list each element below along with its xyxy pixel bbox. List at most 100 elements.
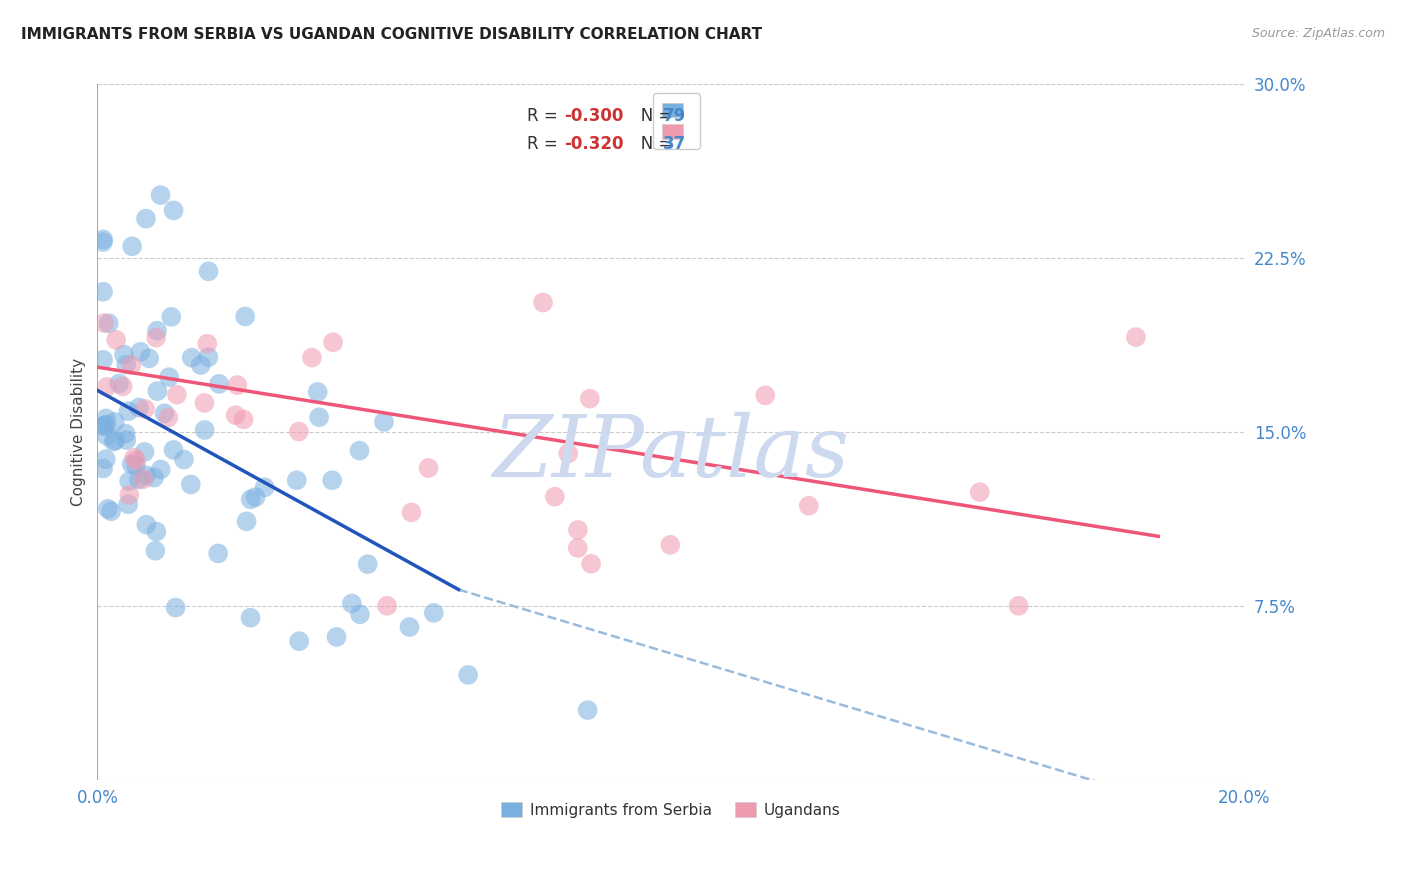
Point bbox=[125, 453, 148, 467]
Point bbox=[321, 473, 343, 487]
Point bbox=[135, 468, 157, 483]
Point bbox=[112, 347, 135, 361]
Legend: Immigrants from Serbia, Ugandans: Immigrants from Serbia, Ugandans bbox=[495, 797, 846, 824]
Point bbox=[288, 425, 311, 439]
Point bbox=[195, 336, 218, 351]
Point bbox=[121, 457, 143, 471]
Text: R =: R = bbox=[527, 107, 564, 125]
Text: R =: R = bbox=[527, 135, 564, 153]
Point bbox=[125, 458, 148, 473]
Point bbox=[969, 485, 991, 500]
Point bbox=[375, 599, 398, 613]
Point bbox=[1125, 330, 1147, 344]
Point bbox=[96, 417, 118, 432]
Point bbox=[132, 472, 155, 486]
Point bbox=[128, 401, 150, 415]
Point bbox=[114, 426, 136, 441]
Point bbox=[165, 600, 187, 615]
Point bbox=[153, 406, 176, 420]
Point bbox=[97, 316, 120, 330]
Point bbox=[245, 490, 267, 504]
Point bbox=[93, 316, 115, 330]
Point bbox=[544, 490, 567, 504]
Point bbox=[193, 396, 215, 410]
Point bbox=[659, 538, 682, 552]
Point bbox=[253, 480, 276, 494]
Point bbox=[104, 415, 127, 429]
Point bbox=[567, 523, 589, 537]
Point bbox=[233, 310, 256, 324]
Point bbox=[94, 411, 117, 425]
Point bbox=[129, 344, 152, 359]
Point bbox=[118, 474, 141, 488]
Point bbox=[226, 378, 249, 392]
Point bbox=[94, 418, 117, 433]
Point bbox=[308, 410, 330, 425]
Point bbox=[173, 452, 195, 467]
Point bbox=[149, 462, 172, 476]
Point bbox=[128, 472, 150, 486]
Point bbox=[557, 446, 579, 460]
Point bbox=[115, 433, 138, 447]
Point bbox=[103, 434, 125, 449]
Point bbox=[190, 358, 212, 372]
Point bbox=[797, 499, 820, 513]
Point bbox=[1007, 599, 1029, 613]
Text: -0.300: -0.300 bbox=[564, 107, 623, 125]
Point bbox=[100, 504, 122, 518]
Point bbox=[91, 235, 114, 249]
Point bbox=[579, 557, 602, 571]
Point bbox=[157, 370, 180, 384]
Point bbox=[349, 607, 371, 622]
Point bbox=[307, 384, 329, 399]
Point bbox=[325, 630, 347, 644]
Text: Source: ZipAtlas.com: Source: ZipAtlas.com bbox=[1251, 27, 1385, 40]
Point bbox=[401, 505, 423, 519]
Point bbox=[138, 351, 160, 366]
Point bbox=[157, 410, 180, 425]
Point bbox=[288, 634, 311, 648]
Point bbox=[166, 387, 188, 401]
Point bbox=[91, 461, 114, 475]
Point bbox=[105, 333, 128, 347]
Point bbox=[349, 443, 371, 458]
Point bbox=[197, 264, 219, 278]
Point bbox=[145, 524, 167, 539]
Point bbox=[121, 239, 143, 253]
Point bbox=[340, 597, 363, 611]
Point bbox=[197, 350, 219, 364]
Point bbox=[118, 488, 141, 502]
Point bbox=[160, 310, 183, 324]
Point bbox=[91, 232, 114, 246]
Point bbox=[239, 611, 262, 625]
Point bbox=[91, 352, 114, 367]
Y-axis label: Cognitive Disability: Cognitive Disability bbox=[72, 358, 86, 506]
Text: N =: N = bbox=[624, 107, 678, 125]
Point bbox=[146, 324, 169, 338]
Point bbox=[135, 211, 157, 226]
Point bbox=[235, 514, 257, 528]
Point bbox=[91, 285, 114, 299]
Point bbox=[301, 351, 323, 365]
Point bbox=[357, 557, 380, 571]
Text: IMMIGRANTS FROM SERBIA VS UGANDAN COGNITIVE DISABILITY CORRELATION CHART: IMMIGRANTS FROM SERBIA VS UGANDAN COGNIT… bbox=[21, 27, 762, 42]
Point bbox=[143, 470, 166, 484]
Point bbox=[149, 188, 172, 202]
Point bbox=[91, 419, 114, 434]
Point bbox=[94, 452, 117, 467]
Point bbox=[180, 351, 202, 365]
Point bbox=[135, 517, 157, 532]
Point bbox=[285, 473, 308, 487]
Point bbox=[143, 543, 166, 558]
Text: ZIPatlas: ZIPatlas bbox=[492, 411, 849, 494]
Point bbox=[194, 423, 217, 437]
Point bbox=[104, 434, 127, 448]
Point bbox=[373, 415, 395, 429]
Point bbox=[162, 203, 184, 218]
Point bbox=[134, 445, 156, 459]
Point bbox=[146, 384, 169, 398]
Point bbox=[239, 492, 262, 507]
Point bbox=[97, 501, 120, 516]
Point bbox=[207, 546, 229, 560]
Point bbox=[322, 335, 344, 350]
